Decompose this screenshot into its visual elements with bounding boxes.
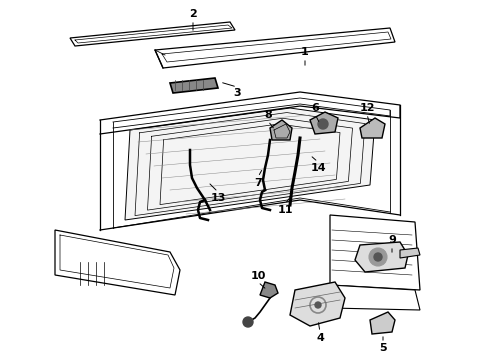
Polygon shape (370, 312, 395, 334)
Text: 12: 12 (359, 103, 375, 113)
Text: 7: 7 (254, 178, 262, 188)
Polygon shape (310, 112, 338, 134)
Text: 9: 9 (388, 235, 396, 245)
Circle shape (374, 253, 382, 261)
Text: 3: 3 (233, 88, 241, 98)
Polygon shape (125, 108, 375, 220)
Polygon shape (400, 248, 420, 258)
Polygon shape (170, 78, 218, 93)
Text: 13: 13 (210, 193, 226, 203)
Text: 5: 5 (379, 343, 387, 353)
Text: 10: 10 (250, 271, 266, 281)
Text: 8: 8 (264, 110, 272, 120)
Circle shape (243, 317, 253, 327)
Polygon shape (355, 242, 408, 272)
Polygon shape (330, 215, 420, 290)
Polygon shape (155, 28, 395, 68)
Text: 4: 4 (316, 333, 324, 343)
Polygon shape (55, 230, 180, 295)
Polygon shape (290, 282, 345, 326)
Polygon shape (330, 285, 420, 310)
Polygon shape (260, 282, 278, 298)
Text: 2: 2 (189, 9, 197, 19)
Text: 6: 6 (311, 103, 319, 113)
Circle shape (369, 248, 387, 266)
Circle shape (315, 302, 321, 308)
Polygon shape (70, 22, 235, 46)
Text: 14: 14 (310, 163, 326, 173)
Polygon shape (360, 118, 385, 138)
Text: 11: 11 (277, 205, 293, 215)
Text: 1: 1 (301, 47, 309, 57)
Polygon shape (270, 120, 292, 140)
Circle shape (318, 119, 328, 129)
